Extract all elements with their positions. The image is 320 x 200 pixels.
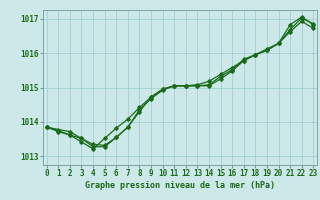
- X-axis label: Graphe pression niveau de la mer (hPa): Graphe pression niveau de la mer (hPa): [85, 181, 275, 190]
